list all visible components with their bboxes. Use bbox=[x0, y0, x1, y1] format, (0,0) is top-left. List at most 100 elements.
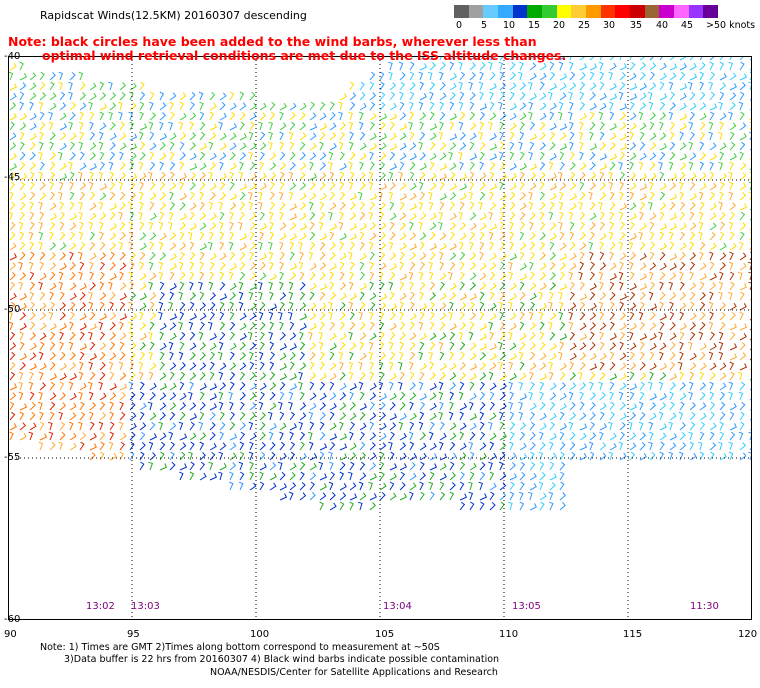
wind-barb bbox=[599, 311, 605, 321]
wind-barb bbox=[279, 141, 285, 151]
wind-barb bbox=[419, 191, 426, 201]
wind-barb bbox=[149, 241, 155, 251]
map-title: Rapidscat Winds(12.5KM) 20160307 descend… bbox=[40, 9, 307, 22]
wind-barb bbox=[209, 342, 217, 351]
wind-barb bbox=[89, 311, 96, 321]
wind-barb bbox=[18, 221, 24, 231]
wind-barb bbox=[498, 361, 503, 371]
wind-barb bbox=[59, 392, 67, 401]
wind-barb bbox=[359, 252, 367, 261]
wind-barb bbox=[699, 262, 707, 271]
wind-barb bbox=[109, 312, 117, 321]
wind-barb bbox=[539, 431, 544, 441]
wind-barb bbox=[59, 402, 67, 411]
wind-barb bbox=[228, 241, 234, 251]
wind-barb bbox=[139, 123, 148, 131]
wind-barb bbox=[419, 291, 424, 301]
wind-barb bbox=[319, 211, 326, 221]
wind-barb bbox=[9, 201, 16, 211]
wind-barb bbox=[259, 471, 264, 481]
wind-barb bbox=[738, 391, 744, 401]
wind-barb bbox=[708, 351, 714, 361]
wind-barb bbox=[268, 131, 273, 141]
wind-barb bbox=[519, 281, 525, 291]
wind-barb bbox=[439, 111, 446, 121]
wind-barb bbox=[38, 281, 43, 291]
wind-barb bbox=[219, 271, 225, 281]
wind-barb bbox=[609, 351, 615, 361]
lon-label: 105 bbox=[375, 629, 395, 640]
wind-barb bbox=[159, 141, 166, 151]
note-line-2: optimal wind retrieval conditions are me… bbox=[42, 48, 567, 63]
wind-barb bbox=[639, 391, 645, 401]
wind-barb bbox=[519, 491, 524, 501]
wind-barb bbox=[199, 121, 206, 131]
wind-barb bbox=[509, 82, 517, 91]
note-line-1: Note: black circles have been added to t… bbox=[8, 34, 537, 49]
wind-barb bbox=[59, 351, 66, 361]
wind-barb bbox=[349, 92, 357, 101]
wind-barb bbox=[468, 481, 473, 491]
wind-barb bbox=[379, 432, 387, 441]
wind-barb bbox=[589, 401, 596, 411]
wind-barb bbox=[259, 142, 267, 151]
wind-barb bbox=[79, 401, 85, 411]
wind-barb bbox=[439, 82, 446, 91]
wind-barb bbox=[257, 201, 263, 211]
wind-barb bbox=[679, 162, 687, 171]
wind-barb bbox=[539, 331, 545, 341]
wind-barb bbox=[98, 321, 104, 331]
wind-barb bbox=[239, 133, 247, 141]
wind-barb bbox=[357, 501, 363, 511]
wind-barb bbox=[658, 381, 664, 391]
wind-barb bbox=[339, 252, 347, 261]
wind-barb bbox=[518, 141, 523, 151]
wind-barb bbox=[149, 412, 157, 421]
wind-barb bbox=[659, 112, 667, 121]
wind-barb bbox=[549, 312, 557, 321]
wind-barb bbox=[679, 292, 687, 301]
wind-barb bbox=[488, 371, 494, 381]
wind-barb bbox=[19, 403, 28, 411]
wind-barb bbox=[29, 201, 34, 211]
wind-barb bbox=[169, 322, 177, 331]
wind-barb bbox=[659, 56, 664, 61]
wind-barb bbox=[279, 261, 284, 271]
wind-barb bbox=[179, 301, 186, 311]
wind-barb bbox=[699, 412, 707, 421]
wind-barb bbox=[259, 372, 267, 381]
wind-barb bbox=[629, 233, 637, 241]
wind-barb bbox=[489, 382, 497, 391]
wind-barb bbox=[449, 491, 454, 501]
wind-barb bbox=[188, 321, 194, 331]
wind-barb bbox=[539, 472, 546, 481]
wind-barb bbox=[159, 192, 166, 201]
wind-barb bbox=[9, 292, 17, 301]
wind-barb bbox=[718, 351, 724, 361]
wind-barb bbox=[308, 411, 314, 421]
wind-barb bbox=[459, 341, 466, 351]
wind-barb bbox=[579, 72, 586, 81]
wind-barb bbox=[728, 451, 734, 461]
wind-barb bbox=[89, 121, 94, 131]
wind-barb bbox=[259, 412, 266, 421]
wind-barb bbox=[559, 441, 566, 451]
wind-barb bbox=[459, 362, 466, 371]
wind-barb bbox=[349, 151, 356, 161]
footer-credit: NOAA/NESDIS/Center for Satellite Applica… bbox=[210, 667, 498, 678]
wind-barb bbox=[147, 331, 153, 341]
wind-barb bbox=[649, 351, 655, 361]
wind-barb bbox=[499, 492, 507, 501]
wind-barb bbox=[649, 431, 654, 441]
wind-barb bbox=[268, 251, 274, 261]
wind-barb bbox=[548, 361, 553, 371]
wind-barb bbox=[179, 112, 187, 121]
wind-barb bbox=[428, 351, 434, 361]
wind-barb bbox=[598, 301, 604, 311]
wind-barb bbox=[609, 411, 615, 421]
wind-barb bbox=[618, 441, 624, 451]
wind-barb bbox=[309, 101, 315, 111]
wind-barb bbox=[479, 343, 487, 351]
wind-barb bbox=[49, 231, 54, 241]
wind-barb bbox=[459, 293, 467, 301]
